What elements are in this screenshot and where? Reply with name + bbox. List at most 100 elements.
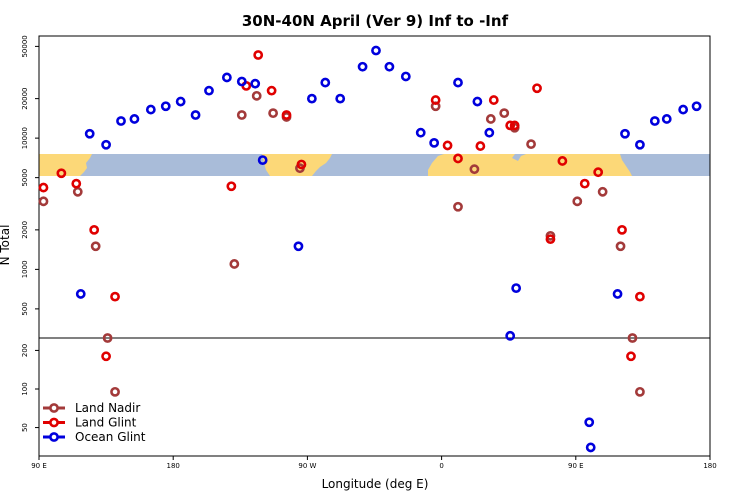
point-land-nadir [38,196,49,207]
y-tick-label-upper: 10000 [21,127,29,149]
point-land-glint [56,168,67,179]
point-land-glint [545,234,556,245]
point-ocean-glint [511,283,522,293]
legend-item-land-nadir: Land Nadir [43,401,140,415]
x-tick-label: 90 E [31,462,47,470]
point-ocean-glint [221,72,232,83]
point-ocean-glint [585,442,596,453]
y-tick-label-lower: 50 [21,423,29,432]
point-land-glint [430,95,441,105]
point-land-glint [505,120,516,131]
point-land-nadir [635,386,645,397]
point-land-nadir [627,333,638,343]
point-land-nadir [499,108,510,119]
x-tick-label: 0 [439,462,443,470]
point-ocean-glint [236,76,247,87]
point-land-glint [532,83,542,94]
x-tick-label: 180 [703,462,716,470]
point-land-glint [38,182,49,193]
y-tick-label-upper: 2000 [21,221,29,239]
point-land-glint [281,110,292,120]
point-ocean-glint [649,116,660,126]
x-tick-label: 90 E [568,462,584,470]
point-ocean-glint [250,78,261,89]
point-ocean-glint [306,93,317,104]
point-ocean-glint [453,77,463,88]
point-ocean-glint [505,330,516,341]
y-axis-upper: 500 1000 2000 5000 10000 20000 50000 [21,35,40,316]
y-tick-label-upper: 1000 [21,260,29,278]
point-land-glint [635,291,645,302]
point-land-nadir [102,333,113,343]
legend-label-land-nadir: Land Nadir [75,401,140,415]
x-axis: 90 E 180 90 W 0 90 E 180 [31,456,717,470]
point-land-glint [617,224,627,235]
point-land-nadir [251,90,262,101]
point-land-nadir [72,186,83,197]
point-land-nadir [615,241,626,252]
lower-panel-frame [38,337,711,457]
point-land-glint [626,351,636,362]
point-ocean-glint [415,127,426,138]
point-ocean-glint [635,139,645,150]
point-land-nadir [268,108,279,119]
point-ocean-glint [472,96,483,107]
point-land-nadir [90,241,101,252]
map-land-asia-pacific [39,154,92,176]
point-land-nadir [526,139,536,150]
x-tick-label: 180 [167,462,180,470]
point-land-nadir [597,186,608,197]
data-points [38,45,702,453]
point-ocean-glint [620,128,630,139]
point-land-nadir [110,386,120,397]
legend-item-ocean-glint: Ocean Glint [43,430,146,444]
point-land-glint [442,140,453,151]
point-ocean-glint [357,61,368,72]
x-axis-label: Longitude (deg E) [322,477,429,491]
point-land-glint [557,156,568,166]
y-tick-label-upper: 500 [21,302,29,315]
point-land-nadir [453,201,463,212]
y-tick-label-upper: 20000 [21,87,29,109]
point-ocean-glint [371,45,381,56]
point-land-glint [593,167,604,178]
point-ocean-glint [293,241,304,252]
point-ocean-glint [584,417,595,428]
point-ocean-glint [384,61,395,72]
point-ocean-glint [400,71,411,82]
point-ocean-glint [129,114,140,124]
legend-label-land-glint: Land Glint [75,416,137,430]
y-tick-label-upper: 50000 [21,35,29,57]
x-tick-label: 90 W [298,462,316,470]
point-ocean-glint [691,101,702,112]
point-ocean-glint [116,116,126,126]
world-map-strip [39,154,710,176]
point-ocean-glint [612,289,623,299]
point-land-glint [110,291,120,302]
legend-label-ocean-glint: Ocean Glint [75,430,146,444]
point-land-glint [475,141,486,151]
y-tick-label-upper: 5000 [21,169,29,187]
point-land-nadir [485,114,496,124]
point-land-glint [226,181,237,192]
y-axis-label: N Total [0,225,12,266]
chart-title: 30N-40N April (Ver 9) Inf to -Inf [242,12,509,30]
point-ocean-glint [429,137,440,148]
point-land-glint [266,85,277,96]
point-land-nadir [229,259,240,269]
y-axis-lower: 50 100 200 [21,344,39,432]
point-ocean-glint [84,128,95,139]
point-land-nadir [236,110,247,120]
point-ocean-glint [320,77,331,88]
point-ocean-glint [175,96,186,107]
point-ocean-glint [484,127,495,138]
point-ocean-glint [101,139,111,150]
point-ocean-glint [75,289,86,299]
point-land-glint [101,351,111,362]
point-ocean-glint [190,110,201,120]
point-ocean-glint [661,114,672,124]
point-ocean-glint [335,93,346,104]
point-land-glint [296,159,307,170]
legend-marker-land-glint [49,417,59,428]
